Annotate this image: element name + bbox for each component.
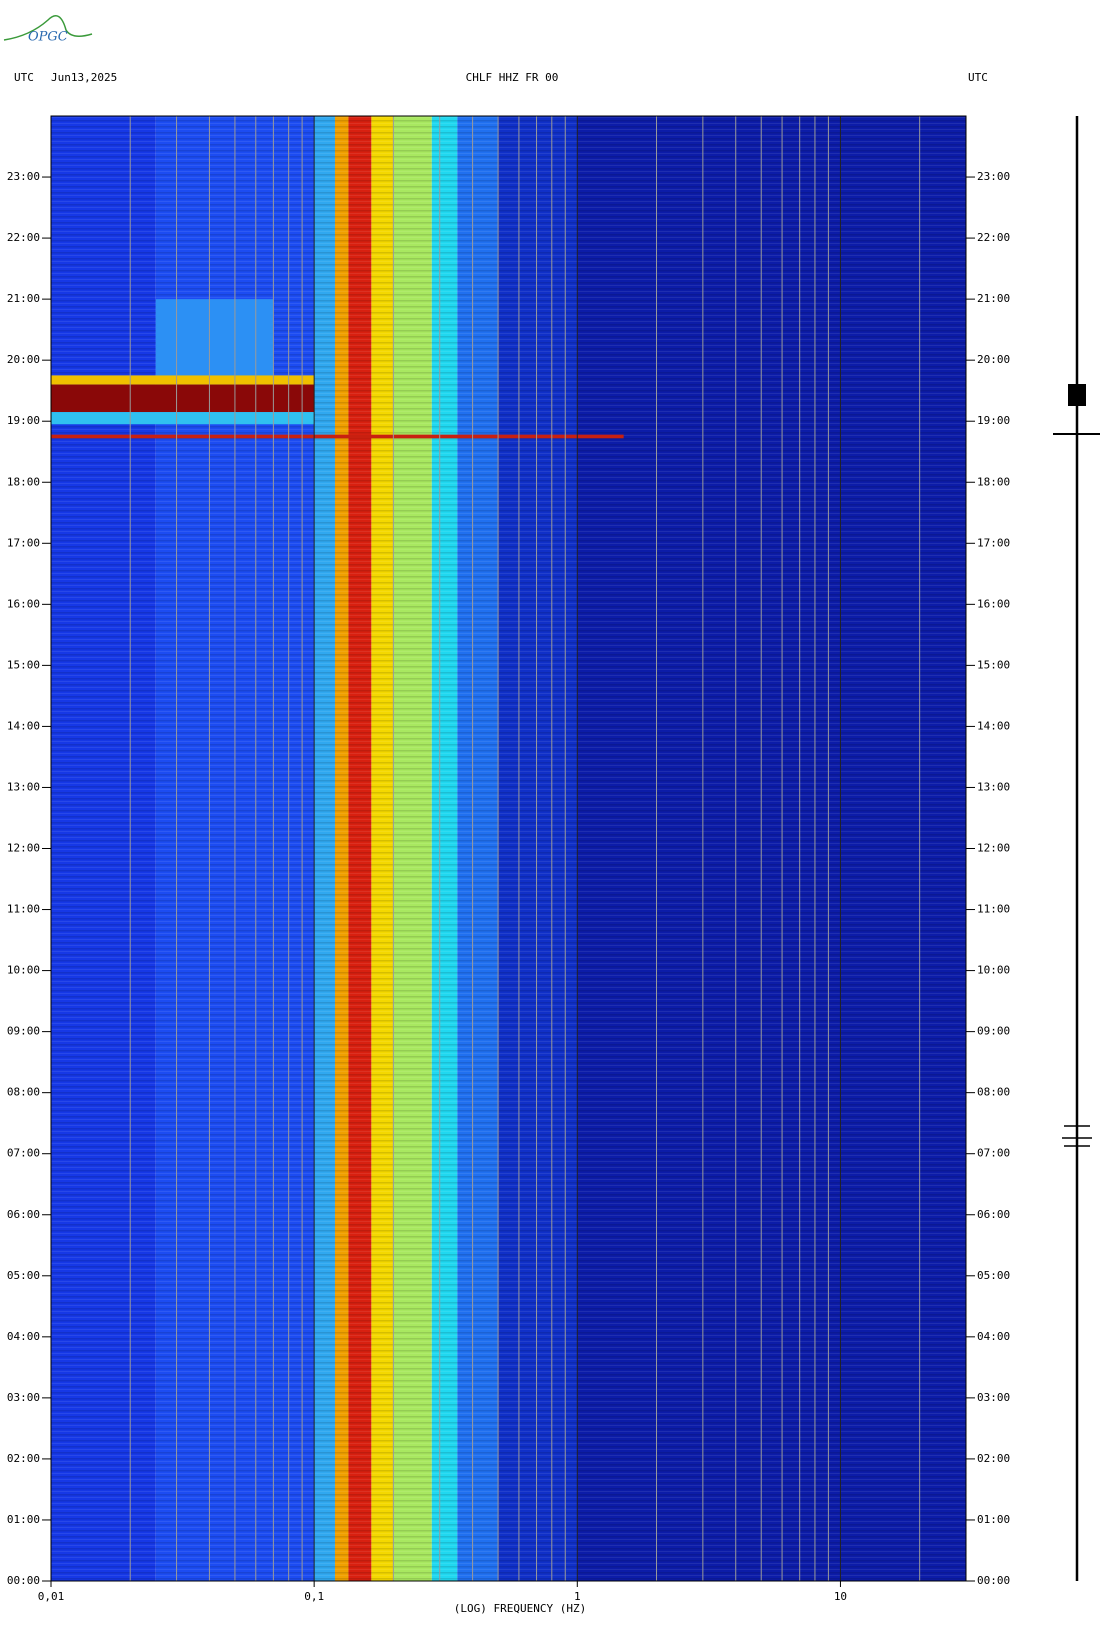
y-tick-label: 14:00 <box>7 719 40 732</box>
y-tick-label: 14:00 <box>977 719 1010 732</box>
y-tick-label: 21:00 <box>977 292 1010 305</box>
y-tick-label: 17:00 <box>977 536 1010 549</box>
y-tick-label: 16:00 <box>7 597 40 610</box>
y-tick-label: 17:00 <box>7 536 40 549</box>
y-tick-label: 08:00 <box>977 1086 1010 1099</box>
seismogram <box>1053 116 1100 1581</box>
y-tick-label: 00:00 <box>977 1574 1010 1587</box>
y-tick-label: 03:00 <box>7 1391 40 1404</box>
y-tick-label: 06:00 <box>7 1208 40 1221</box>
y-tick-label: 10:00 <box>7 964 40 977</box>
y-tick-label: 05:00 <box>7 1269 40 1282</box>
header-left: UTC <box>14 71 34 84</box>
y-tick-label: 04:00 <box>7 1330 40 1343</box>
y-tick-label: 16:00 <box>977 597 1010 610</box>
y-tick-label: 11:00 <box>7 903 40 916</box>
y-tick-label: 01:00 <box>977 1513 1010 1526</box>
y-tick-label: 15:00 <box>7 658 40 671</box>
y-tick-label: 23:00 <box>7 170 40 183</box>
y-tick-label: 02:00 <box>7 1452 40 1465</box>
event <box>51 384 315 413</box>
x-tick-label: 1 <box>574 1590 581 1603</box>
event <box>51 434 624 439</box>
y-tick-label: 09:00 <box>977 1025 1010 1038</box>
y-tick-label: 01:00 <box>7 1513 40 1526</box>
y-tick-label: 15:00 <box>977 658 1010 671</box>
y-tick-label: 13:00 <box>977 780 1010 793</box>
y-tick-label: 05:00 <box>977 1269 1010 1282</box>
y-tick-label: 04:00 <box>977 1330 1010 1343</box>
y-tick-label: 21:00 <box>7 292 40 305</box>
y-tick-label: 22:00 <box>977 231 1010 244</box>
y-tick-label: 18:00 <box>977 475 1010 488</box>
y-tick-label: 11:00 <box>977 903 1010 916</box>
y-tick-label: 19:00 <box>977 414 1010 427</box>
logo-curve <box>3 15 93 41</box>
x-tick-label: 0,01 <box>38 1590 65 1603</box>
y-tick-label: 07:00 <box>7 1147 40 1160</box>
y-tick-label: 20:00 <box>7 353 40 366</box>
y-tick-label: 06:00 <box>977 1208 1010 1221</box>
y-tick-label: 23:00 <box>977 170 1010 183</box>
x-tick-label: 0,1 <box>304 1590 324 1603</box>
y-tick-label: 22:00 <box>7 231 40 244</box>
event <box>155 299 274 385</box>
y-tick-label: 19:00 <box>7 414 40 427</box>
y-tick-label: 02:00 <box>977 1452 1010 1465</box>
y-tick-label: 18:00 <box>7 475 40 488</box>
event <box>51 375 315 385</box>
y-tick-label: 10:00 <box>977 964 1010 977</box>
y-tick-label: 12:00 <box>7 842 40 855</box>
y-tick-label: 09:00 <box>7 1025 40 1038</box>
y-tick-label: 13:00 <box>7 780 40 793</box>
y-tick-label: 00:00 <box>7 1574 40 1587</box>
y-tick-label: 07:00 <box>977 1147 1010 1160</box>
y-tick-label: 12:00 <box>977 842 1010 855</box>
y-tick-label: 20:00 <box>977 353 1010 366</box>
chart-title: CHLF HHZ FR 00 <box>466 71 559 84</box>
date: Jun13,2025 <box>51 71 117 84</box>
plot-frame <box>50 115 967 1582</box>
header-right: UTC <box>968 71 988 84</box>
x-tick-label: 10 <box>834 1590 847 1603</box>
logo: OPGC <box>28 30 68 45</box>
event <box>51 412 315 425</box>
y-tick-label: 03:00 <box>977 1391 1010 1404</box>
trace-burst <box>1068 384 1086 406</box>
x-axis-label: (LOG) FREQUENCY (HZ) <box>454 1602 586 1615</box>
y-tick-label: 08:00 <box>7 1086 40 1099</box>
